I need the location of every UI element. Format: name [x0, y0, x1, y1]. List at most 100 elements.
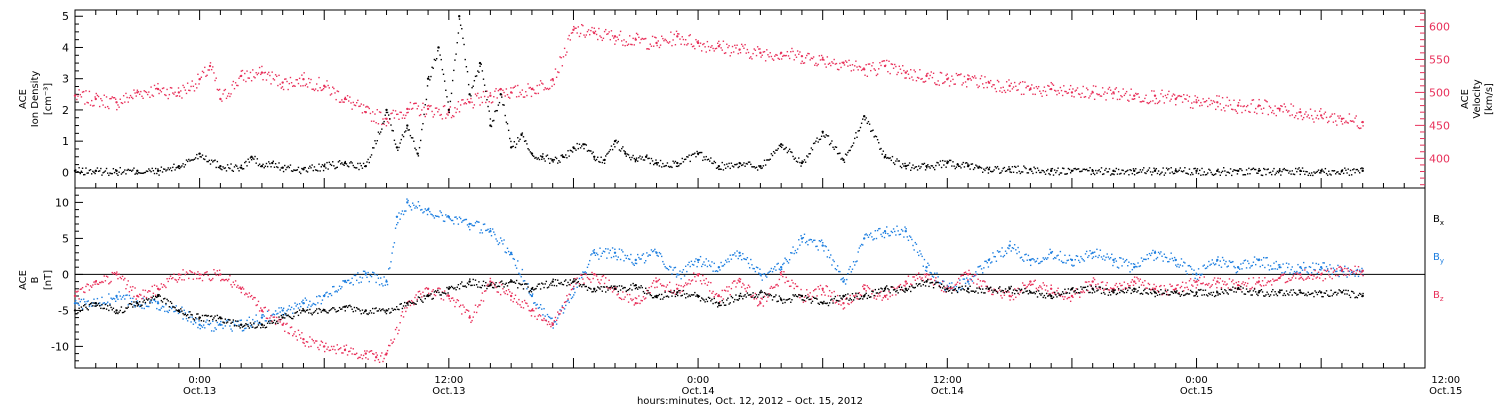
by-series-dot — [1130, 263, 1132, 265]
velocity-series-dot — [119, 98, 121, 100]
bz-series-dot — [206, 271, 208, 273]
density-series-dot — [190, 159, 192, 161]
density-series-dot — [379, 131, 382, 133]
by-series-dot — [240, 319, 243, 321]
by-series-dot — [233, 323, 236, 326]
velocity-series-dot — [453, 115, 455, 118]
velocity-series-dot — [104, 106, 107, 109]
density-series-dot — [487, 105, 489, 108]
by-series-dot — [638, 256, 640, 259]
density-series-dot — [1268, 172, 1271, 174]
bz-series-dot — [678, 284, 680, 287]
by-series-dot — [996, 250, 999, 252]
density-series-dot — [858, 129, 861, 132]
velocity-series-point — [904, 71, 907, 74]
bz-series-dot — [193, 272, 196, 274]
by-series-dot — [1101, 258, 1104, 260]
density-series-dot — [119, 166, 121, 169]
velocity-series-dot — [792, 50, 794, 53]
bz-series-dot — [750, 296, 752, 298]
by-series-dot — [903, 236, 905, 238]
density-series-dot — [1055, 171, 1057, 174]
density-series-dot — [1227, 171, 1229, 173]
bz-series-dot — [1205, 283, 1208, 285]
bz-series-dot — [613, 289, 615, 291]
by-series-dot — [156, 307, 158, 310]
by-series-dot — [341, 286, 343, 288]
velocity-series-dot — [81, 91, 84, 93]
by-series-dot — [825, 245, 827, 248]
by-series-dot — [794, 249, 797, 252]
velocity-series-dot — [415, 102, 417, 105]
velocity-series-dot — [547, 88, 550, 91]
by-series-dot — [632, 263, 634, 265]
bz-series-dot — [277, 320, 279, 322]
bz-series-dot — [173, 273, 175, 275]
velocity-series-dot — [759, 48, 761, 50]
by-series-dot — [518, 272, 520, 275]
bz-series-dot — [293, 333, 295, 335]
velocity-series-dot — [513, 86, 516, 88]
velocity-series-dot — [1310, 114, 1313, 117]
by-series-dot — [550, 317, 552, 320]
by-series-dot — [912, 244, 914, 247]
velocity-series-dot — [470, 97, 472, 100]
bz-series-dot — [1292, 275, 1295, 277]
bz-series-dot — [680, 285, 682, 287]
velocity-series-dot — [1129, 94, 1131, 96]
by-series-dot — [1197, 268, 1200, 270]
bz-series-dot — [1178, 292, 1180, 294]
by-series-dot — [180, 311, 182, 313]
bz-series-dot — [162, 283, 165, 286]
density-series-dot — [1297, 168, 1299, 170]
bz-series-dot — [1331, 277, 1333, 280]
density-series-point — [1070, 169, 1074, 173]
density-series-dot — [334, 167, 336, 170]
density-series-dot — [1088, 169, 1090, 172]
density-series-dot — [1171, 171, 1174, 173]
velocity-series-dot — [1112, 97, 1114, 100]
bz-series-dot — [1152, 287, 1154, 289]
density-series-dot — [989, 170, 992, 173]
bz-series-dot — [816, 295, 818, 297]
velocity-series-dot — [929, 74, 931, 77]
bz-series-dot — [721, 289, 723, 292]
bz-series-dot — [127, 280, 129, 282]
top-time-ticks — [95, 10, 1405, 188]
velocity-series-dot — [403, 117, 406, 119]
bz-series-dot — [859, 294, 862, 296]
velocity-series-dot — [536, 84, 538, 87]
velocity-series-dot — [810, 57, 813, 59]
velocity-series-dot — [1265, 100, 1267, 102]
density-series-dot — [730, 162, 733, 164]
by-series-point — [385, 280, 388, 283]
bz-series-dot — [497, 291, 500, 293]
bz-series-dot — [689, 283, 691, 285]
bz-series-dot — [796, 285, 799, 288]
density-series-dot — [637, 160, 639, 162]
density-series-dot — [514, 146, 517, 149]
density-series-dot — [647, 157, 649, 160]
by-series-dot — [143, 307, 145, 310]
bz-series-dot — [1018, 293, 1020, 296]
density-series-dot — [1289, 170, 1291, 172]
bz-series-dot — [1081, 291, 1083, 294]
by-series-dot — [498, 242, 501, 244]
velocity-series-dot — [783, 54, 785, 57]
bz-series-dot — [1245, 285, 1248, 287]
by-series-dot — [936, 272, 938, 274]
bz-series-dot — [879, 295, 881, 297]
bz-series-dot — [958, 277, 960, 280]
bz-series-dot — [375, 352, 377, 354]
bz-series-dot — [325, 342, 327, 345]
by-series-dot — [1093, 251, 1096, 253]
velocity-series-dot — [539, 80, 542, 82]
bz-series-dot — [319, 344, 321, 346]
density-series-dot — [204, 158, 206, 161]
velocity-series-dot — [535, 92, 537, 95]
velocity-series-dot — [958, 73, 960, 76]
velocity-series-dot — [446, 113, 448, 115]
by-series-dot — [748, 267, 751, 269]
by-series-dot — [419, 209, 422, 211]
bz-series-dot — [1111, 288, 1113, 290]
